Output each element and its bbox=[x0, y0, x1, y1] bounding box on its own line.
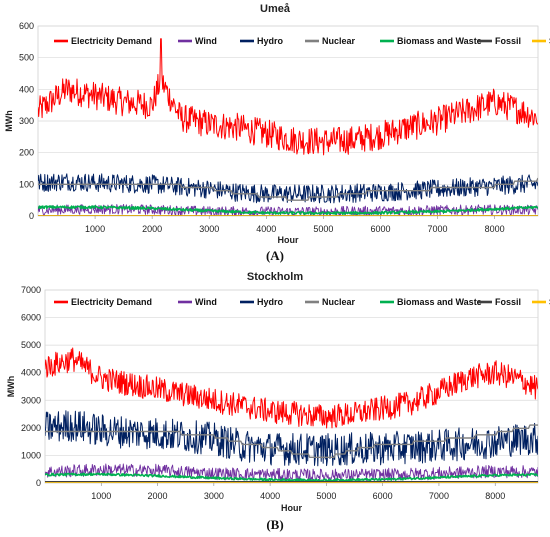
series-line-nuclear bbox=[45, 424, 538, 458]
y-tick-label: 600 bbox=[19, 21, 34, 31]
series-line-nuclear bbox=[38, 177, 538, 201]
legend-label-wind: Wind bbox=[195, 36, 217, 46]
chart-svg: 0 100 200 300 400 500 600 1000 2000 3000 4000 5000 6… bbox=[4, 21, 550, 245]
y-axis-label: MWh bbox=[4, 110, 14, 132]
series-line-wind bbox=[38, 203, 538, 216]
legend-label-hydro: Hydro bbox=[257, 297, 284, 307]
legend-label-electricity-demand: Electricity Demand bbox=[71, 297, 152, 307]
x-tick-label: 7000 bbox=[428, 224, 448, 234]
x-tick-label: 3000 bbox=[204, 491, 224, 501]
panel-label: (A) bbox=[265, 248, 285, 263]
legend-label-fossil: Fossil bbox=[495, 297, 521, 307]
legend-label-electricity-demand: Electricity Demand bbox=[71, 36, 152, 46]
x-axis-label: Hour bbox=[281, 503, 302, 513]
chart-panel-umea: Umeå 0 100 200 300 400 500 600 1000 2000 3000 4000… bbox=[0, 0, 550, 268]
x-tick-label: 1000 bbox=[91, 491, 111, 501]
legend-label-wind: Wind bbox=[195, 297, 217, 307]
x-tick-label: 8000 bbox=[485, 491, 505, 501]
chart-title: Stockholm bbox=[246, 271, 304, 283]
y-tick-label: 0 bbox=[29, 211, 34, 221]
x-tick-label: 4000 bbox=[256, 224, 276, 234]
x-tick-label: 4000 bbox=[260, 491, 280, 501]
y-tick-label: 5000 bbox=[21, 340, 41, 350]
x-axis-label: Hour bbox=[278, 235, 299, 245]
series-line-biomass-and-waste bbox=[38, 205, 538, 216]
y-tick-label: 100 bbox=[19, 179, 34, 189]
legend-label-hydro: Hydro bbox=[257, 36, 284, 46]
legend-label-fossil: Fossil bbox=[495, 36, 521, 46]
series-line-electricity-demand bbox=[45, 347, 538, 429]
y-tick-label: 500 bbox=[19, 53, 34, 63]
x-tick-label: 5000 bbox=[316, 491, 336, 501]
x-tick-label: 8000 bbox=[485, 224, 505, 234]
y-tick-label: 300 bbox=[19, 116, 34, 126]
series-line-wind bbox=[45, 463, 538, 482]
y-tick-label: 400 bbox=[19, 84, 34, 94]
y-tick-label: 200 bbox=[19, 148, 34, 158]
chart-svg: 0 1000 2000 3000 4000 5000 6000 7000 1000 2000 300… bbox=[6, 285, 550, 513]
x-tick-label: 2000 bbox=[148, 491, 168, 501]
legend-label-nuclear: Nuclear bbox=[322, 297, 356, 307]
y-tick-label: 6000 bbox=[21, 313, 41, 323]
chart-title: Umeå bbox=[260, 3, 290, 15]
series-line-hydro bbox=[38, 173, 538, 204]
x-tick-label: 6000 bbox=[370, 224, 390, 234]
y-tick-label: 7000 bbox=[21, 285, 41, 295]
y-tick-label: 1000 bbox=[21, 450, 41, 460]
legend-label-biomass-and-waste: Biomass and Waste bbox=[397, 36, 482, 46]
y-tick-label: 4000 bbox=[21, 368, 41, 378]
series-line-electricity-demand bbox=[38, 38, 538, 156]
y-tick-label: 2000 bbox=[21, 423, 41, 433]
x-tick-label: 1000 bbox=[85, 224, 105, 234]
y-tick-label: 0 bbox=[36, 478, 41, 488]
x-tick-label: 7000 bbox=[429, 491, 449, 501]
y-tick-label: 3000 bbox=[21, 395, 41, 405]
y-axis-label: MWh bbox=[6, 376, 16, 398]
series-line-biomass-and-waste bbox=[45, 472, 538, 482]
panel-label: (B) bbox=[266, 517, 284, 532]
x-tick-label: 2000 bbox=[142, 224, 162, 234]
x-tick-label: 6000 bbox=[373, 491, 393, 501]
x-tick-label: 3000 bbox=[199, 224, 219, 234]
legend-label-nuclear: Nuclear bbox=[322, 36, 356, 46]
legend-label-biomass-and-waste: Biomass and Waste bbox=[397, 297, 482, 307]
chart-panel-stockholm: Stockholm 0 1000 2000 3000 4000 5000 6000 7000 1… bbox=[0, 268, 550, 537]
x-tick-label: 5000 bbox=[313, 224, 333, 234]
